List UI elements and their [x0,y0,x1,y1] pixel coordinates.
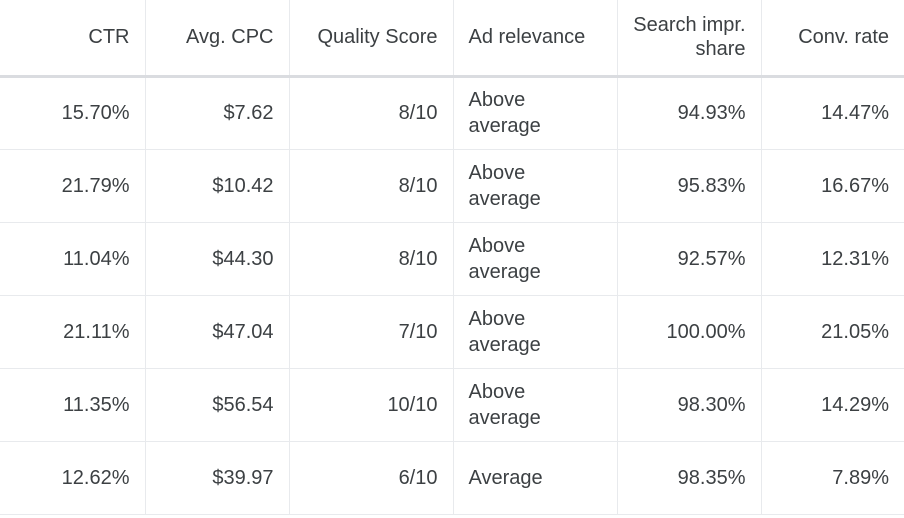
cell-quality-score: 8/10 [289,149,454,223]
cell-quality-score: 8/10 [289,76,454,150]
table-header: CTR Avg. CPC Quality Score Ad relevance … [0,0,904,78]
table-row: 12.62% $39.97 6/10 Average 98.35% 7.89% [0,441,904,515]
table-row: 21.79% $10.42 8/10 Above average 95.83% … [0,149,904,223]
table-row: 11.04% $44.30 8/10 Above average 92.57% … [0,222,904,296]
cell-ctr: 21.11% [0,295,146,369]
cell-search-impr-share: 94.93% [617,76,762,150]
ad-relevance-text: Above average [468,161,541,210]
ad-relevance-text: Above average [468,380,541,429]
cell-avg-cpc: $10.42 [145,149,290,223]
cell-ad-relevance: Above average [453,295,618,369]
cell-conv-rate: 21.05% [761,295,904,369]
cell-avg-cpc: $7.62 [145,76,290,150]
cell-ad-relevance: Above average [453,76,618,150]
table-row: 15.70% $7.62 8/10 Above average 94.93% 1… [0,76,904,150]
cell-search-impr-share: 92.57% [617,222,762,296]
ad-relevance-text: Above average [468,307,541,356]
column-header-quality-score[interactable]: Quality Score [289,0,454,78]
column-header-avg-cpc[interactable]: Avg. CPC [145,0,290,78]
table-body: 15.70% $7.62 8/10 Above average 94.93% 1… [0,76,904,515]
cell-avg-cpc: $44.30 [145,222,290,296]
table-row: 11.35% $56.54 10/10 Above average 98.30%… [0,368,904,442]
cell-ctr: 11.35% [0,368,146,442]
cell-search-impr-share: 98.30% [617,368,762,442]
ad-relevance-text: Above average [468,89,541,137]
cell-ctr: 11.04% [0,222,146,296]
cell-conv-rate: 16.67% [761,149,904,223]
cell-quality-score: 6/10 [289,441,454,515]
cell-quality-score: 8/10 [289,222,454,296]
cell-conv-rate: 14.29% [761,368,904,442]
cell-ad-relevance: Above average [453,149,618,223]
cell-search-impr-share: 95.83% [617,149,762,223]
cell-quality-score: 7/10 [289,295,454,369]
ad-relevance-text: Above average [468,234,541,283]
cell-search-impr-share: 100.00% [617,295,762,369]
cell-ctr: 15.70% [0,76,146,150]
cell-ad-relevance: Average [453,441,618,515]
header-row: CTR Avg. CPC Quality Score Ad relevance … [0,0,904,78]
cell-quality-score: 10/10 [289,368,454,442]
cell-avg-cpc: $47.04 [145,295,290,369]
cell-avg-cpc: $56.54 [145,368,290,442]
cell-conv-rate: 14.47% [761,76,904,150]
cell-avg-cpc: $39.97 [145,441,290,515]
column-header-ctr[interactable]: CTR [0,0,146,78]
cell-search-impr-share: 98.35% [617,441,762,515]
cell-ctr: 12.62% [0,441,146,515]
ad-relevance-text: Average [468,466,543,489]
column-header-search-impr-share[interactable]: Search impr. share [617,0,762,78]
column-header-ad-relevance[interactable]: Ad relevance [453,0,618,78]
cell-conv-rate: 12.31% [761,222,904,296]
cell-ad-relevance: Above average [453,222,618,296]
column-header-conv-rate[interactable]: Conv. rate [761,0,904,78]
cell-ctr: 21.79% [0,149,146,223]
cell-conv-rate: 7.89% [761,441,904,515]
cell-ad-relevance: Above average [453,368,618,442]
table-row: 21.11% $47.04 7/10 Above average 100.00%… [0,295,904,369]
